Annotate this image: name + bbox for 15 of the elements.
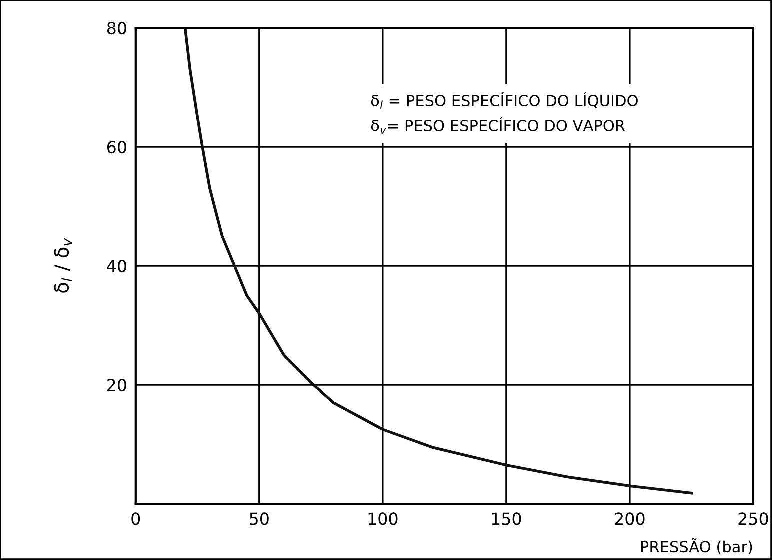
x-tick-label: 200	[615, 512, 645, 526]
annotation: δ$_{l}$ = PESO ESPECÍFICO DO LÍQUIDO	[371, 92, 638, 109]
x-axis-title: PRESSÃO (bar)	[641, 538, 752, 554]
y-tick-label: 40	[107, 260, 126, 273]
y-axis-title: δ$_{l}$ / δ$_{v}$	[54, 238, 72, 293]
y-tick-label: 60	[107, 140, 126, 154]
y-tick-label: 20	[108, 378, 126, 392]
x-tick-label: 50	[250, 512, 269, 526]
y-tick-label: 80	[107, 22, 126, 35]
line-series	[184, 28, 694, 495]
x-tick-label: 100	[368, 512, 398, 526]
annotation: δ$_{v}$= PESO ESPECÍFICO DO VAPOR	[371, 117, 626, 134]
x-tick-label: 150	[492, 512, 522, 526]
x-tick-label: 0	[132, 512, 140, 526]
x-tick-label: 250	[738, 512, 768, 526]
